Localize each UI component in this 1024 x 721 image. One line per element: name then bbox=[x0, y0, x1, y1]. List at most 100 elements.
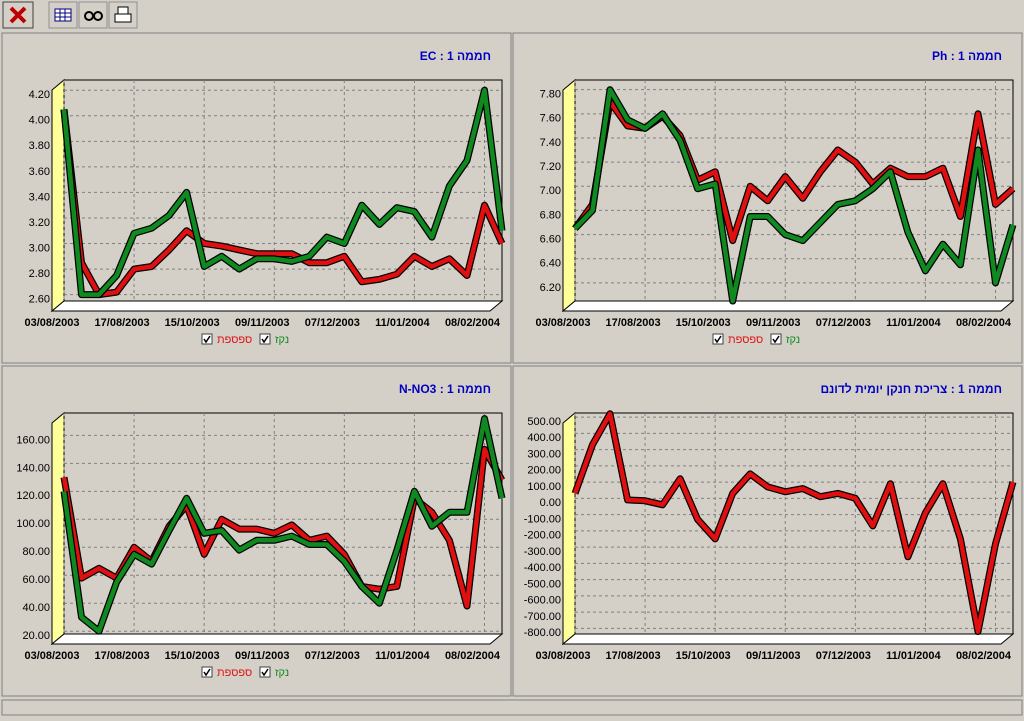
x-tick-label: 17/08/2003 bbox=[606, 650, 661, 662]
data-line bbox=[61, 447, 504, 609]
legend-label: נקז bbox=[786, 334, 800, 346]
y-tick-label: 2.80 bbox=[29, 268, 50, 280]
y-tick-label: 4.00 bbox=[29, 115, 50, 127]
print-button[interactable] bbox=[108, 1, 138, 29]
legend-check bbox=[714, 335, 722, 344]
x-tick-label: 07/12/2003 bbox=[305, 650, 360, 662]
y-tick-label: 80.00 bbox=[22, 546, 50, 558]
x-tick-label: 07/12/2003 bbox=[816, 317, 871, 329]
plot-wall bbox=[562, 411, 576, 646]
x-tick-label: 17/08/2003 bbox=[606, 317, 661, 329]
legend-check bbox=[261, 335, 269, 344]
y-tick-label: 40.00 bbox=[22, 602, 50, 614]
table-button[interactable] bbox=[48, 1, 78, 29]
y-tick-label: 100.00 bbox=[16, 518, 50, 530]
y-tick-label: -400.00 bbox=[524, 562, 561, 574]
data-line bbox=[573, 87, 1016, 304]
y-tick-label: 3.80 bbox=[29, 140, 50, 152]
legend-check bbox=[203, 335, 211, 344]
y-tick-label: 500.00 bbox=[527, 416, 561, 428]
x-tick-label: 07/12/2003 bbox=[305, 317, 360, 329]
legend-checkbox[interactable] bbox=[259, 666, 271, 678]
legend-check bbox=[772, 335, 780, 344]
legend-check bbox=[203, 668, 211, 677]
x-tick-label: 11/01/2004 bbox=[375, 317, 430, 329]
x-tick-label: 15/10/2003 bbox=[676, 317, 731, 329]
chart-panel: חממה 1 : צריכת חנקן יומית לדונם -800.00 -7… bbox=[512, 365, 1023, 697]
x-tick-label: 08/02/2004 bbox=[956, 317, 1012, 329]
toolbar bbox=[0, 0, 1024, 30]
plot-wall bbox=[562, 78, 576, 313]
y-tick-label: -600.00 bbox=[524, 595, 561, 607]
y-tick-label: 6.80 bbox=[540, 209, 561, 221]
x-tick-label: 15/10/2003 bbox=[165, 317, 220, 329]
x-tick-label: 08/02/2004 bbox=[445, 317, 501, 329]
y-tick-label: 7.60 bbox=[540, 113, 561, 125]
chart-panel: חממה 1 : Ph 6.20 6.40 6.60 6.80 7.00 7.20 7.40 7… bbox=[512, 32, 1023, 364]
legend-check bbox=[261, 668, 269, 677]
y-tick-label: -100.00 bbox=[524, 513, 561, 525]
legend-label: ספספת bbox=[217, 667, 252, 679]
plot-floor bbox=[561, 633, 1015, 645]
y-tick-label: 3.00 bbox=[29, 242, 50, 254]
x-tick-label: 15/10/2003 bbox=[165, 650, 220, 662]
plot-wall bbox=[51, 411, 65, 646]
y-tick-label: -700.00 bbox=[524, 611, 561, 623]
legend-checkbox[interactable] bbox=[712, 333, 724, 345]
data-line bbox=[572, 411, 1016, 634]
y-tick-label: 200.00 bbox=[527, 465, 561, 477]
y-tick-label: 100.00 bbox=[527, 481, 561, 493]
y-tick-label: 6.60 bbox=[540, 233, 561, 245]
plot-area bbox=[574, 412, 1014, 635]
x-tick-label: 09/11/2003 bbox=[235, 650, 289, 662]
chart-title: חממה 1 : Ph bbox=[932, 49, 1002, 63]
y-tick-label: 7.20 bbox=[540, 161, 561, 173]
y-tick-label: 6.40 bbox=[540, 258, 561, 270]
legend-label: ספספת bbox=[217, 334, 252, 346]
chart-panel: חממה 1 : EC 2.60 2.80 3.00 3.20 3.40 3.60 3.80 4… bbox=[1, 32, 512, 364]
y-tick-label: 300.00 bbox=[527, 448, 561, 460]
legend-checkbox[interactable] bbox=[201, 333, 213, 345]
y-tick-label: -800.00 bbox=[524, 627, 561, 639]
y-tick-label: 3.60 bbox=[29, 166, 50, 178]
y-tick-label: 4.20 bbox=[29, 89, 50, 101]
y-tick-label: -200.00 bbox=[524, 530, 561, 542]
legend-checkbox[interactable] bbox=[201, 666, 213, 678]
x-tick-label: 03/08/2003 bbox=[535, 317, 590, 329]
y-tick-label: 60.00 bbox=[22, 574, 50, 586]
chart-title: חממה 1 : EC bbox=[420, 49, 491, 63]
y-tick-label: 400.00 bbox=[527, 432, 561, 444]
x-tick-label: 17/08/2003 bbox=[95, 650, 150, 662]
y-tick-label: 6.20 bbox=[540, 282, 561, 294]
x-tick-label: 11/01/2004 bbox=[886, 317, 941, 329]
x-tick-label: 09/11/2003 bbox=[235, 317, 289, 329]
x-tick-label: 03/08/2003 bbox=[24, 317, 79, 329]
close-button[interactable] bbox=[2, 1, 34, 29]
status-bar bbox=[1, 699, 1023, 716]
legend-checkbox[interactable] bbox=[770, 333, 782, 345]
x-tick-label: 03/08/2003 bbox=[24, 650, 79, 662]
data-line bbox=[61, 416, 505, 634]
y-tick-label: 20.00 bbox=[22, 630, 50, 642]
legend-checkbox[interactable] bbox=[259, 333, 271, 345]
chart-panel: חממה 1 : N-NO3 20.00 40.00 60.00 80.00 100.00… bbox=[1, 365, 512, 697]
find-button[interactable] bbox=[78, 1, 108, 29]
x-tick-label: 11/01/2004 bbox=[375, 650, 430, 662]
y-tick-label: -300.00 bbox=[524, 546, 561, 558]
plot-floor bbox=[561, 300, 1015, 312]
x-tick-label: 08/02/2004 bbox=[956, 650, 1012, 662]
x-tick-label: 07/12/2003 bbox=[816, 650, 871, 662]
data-line bbox=[61, 109, 505, 297]
plot-floor bbox=[50, 633, 504, 645]
y-tick-label: 0.00 bbox=[540, 497, 561, 509]
legend-label: ספספת bbox=[728, 334, 763, 346]
x-tick-label: 09/11/2003 bbox=[746, 650, 800, 662]
x-tick-label: 11/01/2004 bbox=[886, 650, 941, 662]
legend-label: נקז bbox=[275, 334, 289, 346]
legend-label: נקז bbox=[275, 667, 289, 679]
x-tick-label: 09/11/2003 bbox=[746, 317, 800, 329]
chart-title: חממה 1 : N-NO3 bbox=[399, 382, 491, 396]
y-tick-label: 3.20 bbox=[29, 217, 50, 229]
